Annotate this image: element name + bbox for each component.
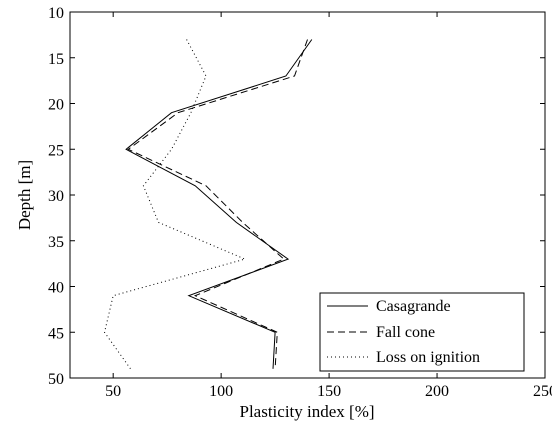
series-layer: [103, 39, 313, 370]
legend-label-loss-on-ignition: Loss on ignition: [376, 349, 480, 366]
y-tick-label: 30: [48, 188, 64, 205]
x-axis-label: Plasticity index [%]: [239, 402, 374, 421]
y-axis-label: Depth [m]: [15, 160, 34, 230]
y-tick-label: 50: [48, 371, 64, 388]
y-tick-label: 35: [48, 234, 64, 251]
series-line-casagrande: [125, 39, 313, 369]
y-tick-label: 45: [48, 325, 64, 342]
y-tick-label: 15: [48, 51, 64, 68]
y-tick-label: 25: [48, 142, 64, 159]
y-tick-label: 20: [48, 97, 64, 114]
x-tick-label: 250: [533, 383, 552, 400]
legend-label-fall-cone: Fall cone: [376, 324, 435, 341]
series-line-loss-on-ignition: [103, 39, 247, 370]
series-line-fall-cone: [127, 39, 308, 369]
x-tick-label: 50: [105, 383, 121, 400]
y-tick-label: 40: [48, 280, 64, 297]
axis-ticks: 50 100 150 200 250 10 15 20 25 30 35 40 45 50: [48, 5, 552, 400]
x-tick-label: 100: [209, 383, 233, 400]
x-tick-label: 200: [425, 383, 449, 400]
legend-label-casagrande: Casagrande: [376, 298, 451, 315]
x-tick-label: 150: [317, 383, 341, 400]
y-tick-label: 10: [48, 5, 64, 22]
legend: Casagrande Fall cone Loss on ignition: [319, 292, 525, 372]
